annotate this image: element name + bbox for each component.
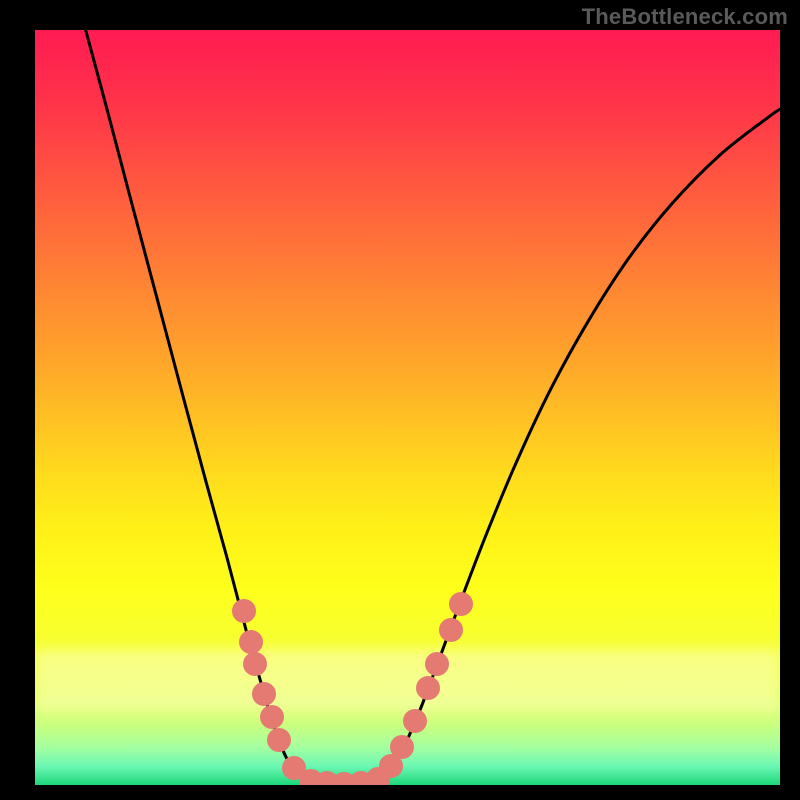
marker-dot <box>267 728 291 752</box>
chart-stage: TheBottleneck.com <box>0 0 800 800</box>
marker-dot <box>232 599 256 623</box>
marker-dot <box>243 652 267 676</box>
data-markers <box>35 30 780 785</box>
marker-dot <box>425 652 449 676</box>
marker-dot <box>439 618 463 642</box>
plot-area <box>35 30 780 785</box>
marker-dot <box>390 735 414 759</box>
marker-dot <box>260 705 284 729</box>
marker-dot <box>252 682 276 706</box>
watermark-text: TheBottleneck.com <box>582 4 788 30</box>
marker-dot <box>403 709 427 733</box>
marker-dot <box>239 630 263 654</box>
marker-dot <box>416 676 440 700</box>
marker-dot <box>449 592 473 616</box>
